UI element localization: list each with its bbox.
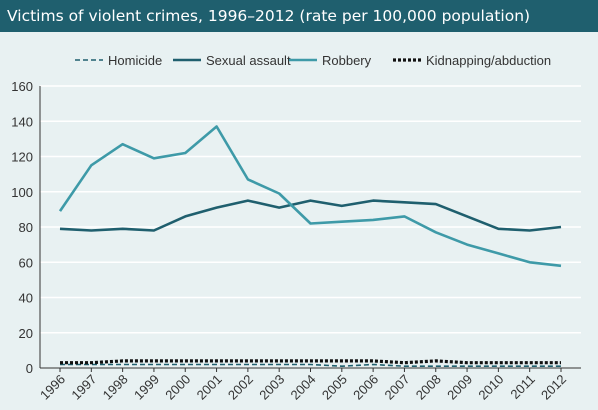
y-tick-label: 40: [19, 291, 33, 306]
y-tick-label: 100: [11, 185, 33, 200]
y-tick-label: 60: [19, 255, 33, 270]
series-line-homicide: [60, 363, 561, 368]
x-tick-label: 2012: [538, 372, 569, 403]
y-tick-label: 80: [19, 220, 33, 235]
y-tick-label: 120: [11, 150, 33, 165]
title-bar: Victims of violent crimes, 1996–2012 (ra…: [0, 0, 598, 32]
x-tick-label: 2011: [507, 372, 537, 402]
series-line-robbery: [58, 125, 562, 268]
x-tick-label: 2003: [256, 372, 287, 403]
grid-lines: [40, 85, 581, 334]
x-tick-label: 2010: [475, 372, 506, 403]
y-tick-label: 0: [26, 361, 33, 376]
x-tick-label: 2006: [350, 372, 381, 403]
x-tick-label: 2005: [319, 372, 350, 403]
legend-label: Kidnapping/abduction: [426, 53, 551, 68]
x-tick-label: 1998: [100, 372, 131, 403]
series-line-kidnapping-abduction: [60, 359, 561, 365]
x-tick-label: 2007: [382, 372, 413, 403]
x-tick-label: 1996: [37, 372, 68, 403]
x-tick-label: 2008: [413, 372, 444, 403]
chart-title: Victims of violent crimes, 1996–2012 (ra…: [7, 7, 531, 25]
axes: [39, 86, 581, 372]
y-tick-label: 160: [11, 79, 33, 94]
x-tick-label: 2004: [288, 372, 319, 403]
legend: Homicide Sexual assault Robbery Kidnapping/…: [75, 53, 551, 68]
x-tick-label: 1999: [131, 372, 162, 403]
legend-label: Sexual assault: [206, 53, 291, 68]
x-tick-labels: 1996 1997 1998 1999 2000 2001 2002 2003 2004 2005…: [37, 372, 569, 403]
y-tick-labels: 0 20 40 60 80 100 120 140 160: [11, 79, 33, 376]
series-line-sexual-assault: [59, 199, 562, 232]
x-tick-label: 2000: [162, 372, 193, 403]
x-tick-label: 2009: [444, 372, 475, 403]
legend-label: Homicide: [108, 53, 162, 68]
series-lines: [58, 125, 562, 368]
line-chart: Homicide Sexual assault Robbery Kidnapping/…: [11, 53, 581, 403]
x-tick-label: 2002: [225, 372, 256, 403]
y-tick-label: 20: [19, 326, 33, 341]
x-tick-label: 1997: [68, 372, 99, 403]
legend-label: Robbery: [322, 53, 372, 68]
y-tick-label: 140: [11, 114, 33, 129]
x-tick-label: 2001: [194, 372, 225, 403]
